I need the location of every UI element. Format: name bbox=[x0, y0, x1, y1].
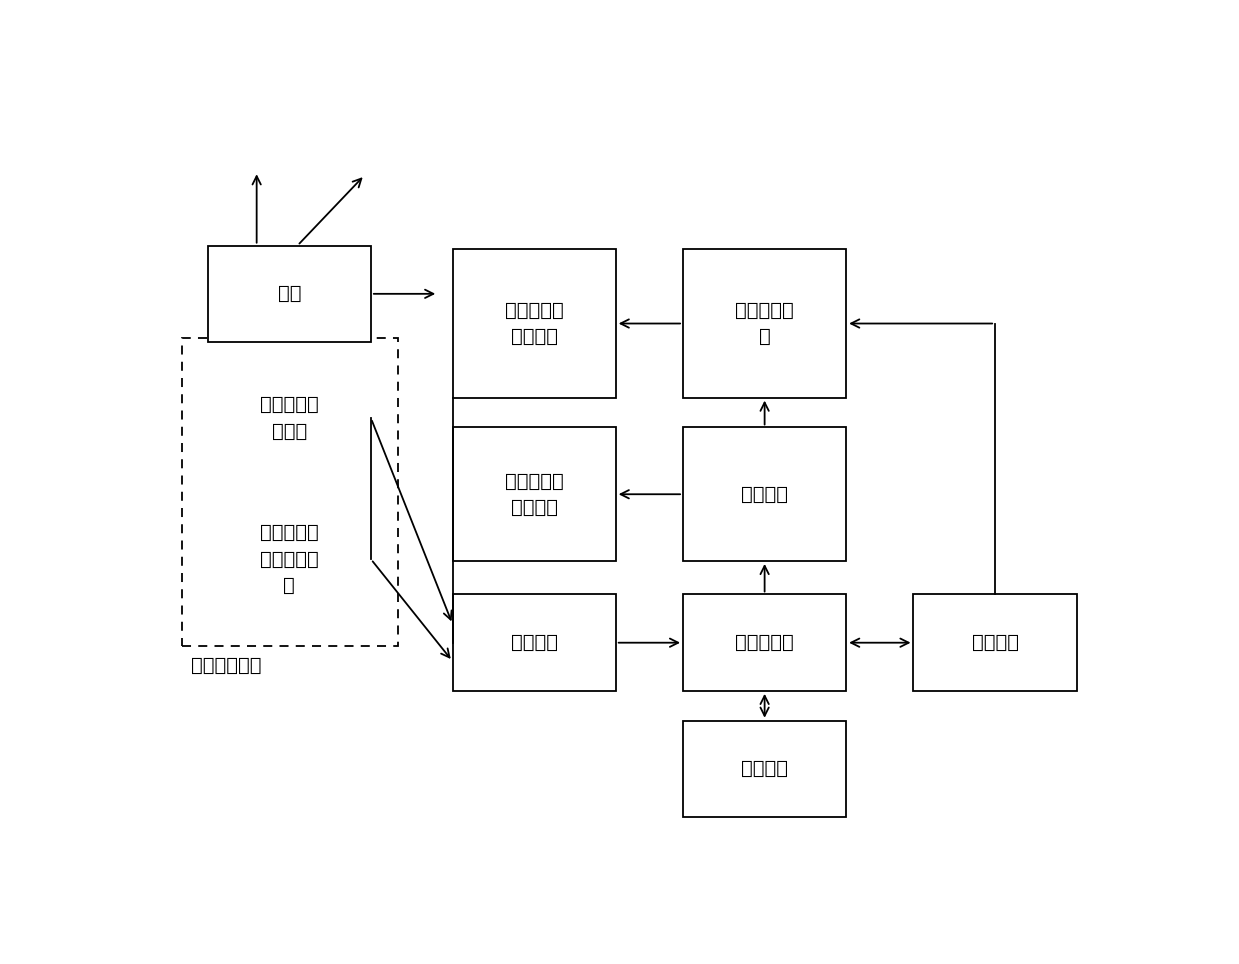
Text: 通讯电路: 通讯电路 bbox=[741, 760, 788, 778]
Text: 主控制电路: 主控制电路 bbox=[735, 633, 794, 653]
Bar bbox=[683, 721, 846, 817]
Text: 超声波功率
监测电路: 超声波功率 监测电路 bbox=[504, 471, 564, 517]
Bar bbox=[452, 250, 616, 398]
Text: 超声波反馈
采集电路: 超声波反馈 采集电路 bbox=[504, 301, 564, 346]
Bar bbox=[208, 364, 370, 472]
Text: 电源: 电源 bbox=[278, 284, 301, 304]
Bar bbox=[208, 246, 370, 342]
Text: 接口电路: 接口电路 bbox=[971, 633, 1018, 653]
Bar bbox=[182, 338, 398, 647]
Text: 传感检测电路: 传感检测电路 bbox=[191, 656, 261, 675]
Bar bbox=[683, 427, 846, 561]
Bar bbox=[683, 250, 846, 398]
Text: 采样电路: 采样电路 bbox=[510, 633, 558, 653]
Bar bbox=[913, 595, 1077, 691]
Text: 驱动电路: 驱动电路 bbox=[741, 485, 788, 504]
Text: 超声波发生
器: 超声波发生 器 bbox=[735, 301, 794, 346]
Text: 压力传感检
测电路: 压力传感检 测电路 bbox=[260, 395, 318, 441]
Text: 磁栅磁位移
传感检测电
路: 磁栅磁位移 传感检测电 路 bbox=[260, 523, 318, 595]
Bar bbox=[452, 427, 616, 561]
Bar bbox=[452, 595, 616, 691]
Bar bbox=[208, 498, 370, 621]
Bar bbox=[683, 595, 846, 691]
